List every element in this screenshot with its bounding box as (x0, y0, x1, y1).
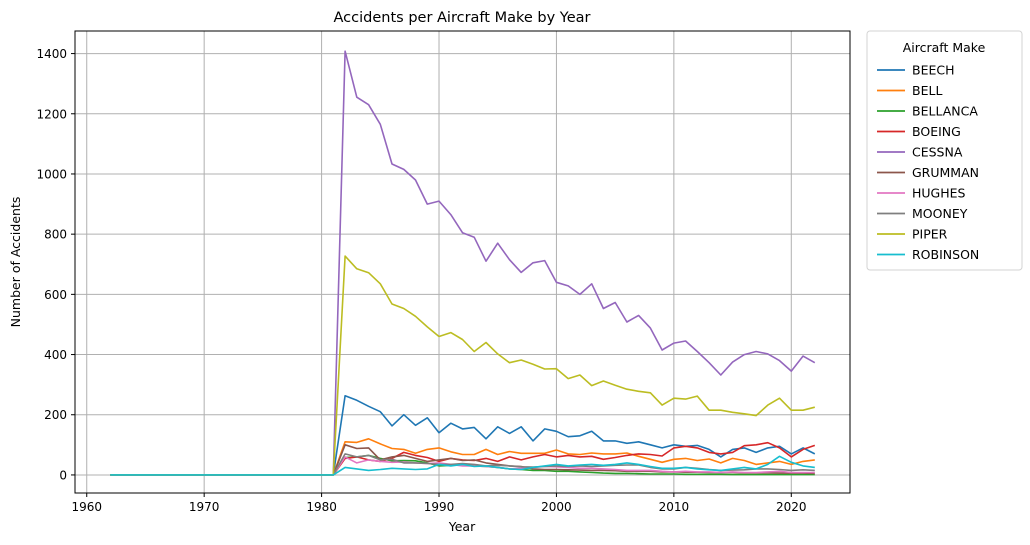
legend-label-bellanca: BELLANCA (912, 104, 978, 119)
y-tick-label: 0 (59, 468, 67, 482)
x-tick-label: 2010 (659, 500, 690, 514)
series-line-cessna (110, 50, 816, 476)
legend: Aircraft Make BEECH BELL BELLANCA BOEING CES… (866, 30, 1023, 271)
series-line-boeing (110, 441, 816, 476)
x-tick-label: 1990 (424, 500, 455, 514)
y-tick-label: 800 (44, 228, 67, 242)
y-tick-label: 400 (44, 348, 67, 362)
y-tick-label: 1200 (36, 107, 67, 121)
chart-title: Accidents per Aircraft Make by Year (334, 10, 591, 26)
series-line-hughes (110, 456, 815, 476)
x-axis: 1960 1970 1980 1990 2000 2010 2020 (71, 493, 807, 514)
series-line-bellanca (110, 454, 815, 476)
plot-frame (74, 30, 851, 494)
legend-label-piper: PIPER (912, 227, 948, 242)
legend-label-boeing: BOEING (912, 124, 961, 139)
x-tick-label: 1960 (71, 500, 102, 514)
legend-label-hughes: HUGHES (912, 186, 966, 201)
series-layer (110, 50, 816, 476)
legend-label-grumman: GRUMMAN (912, 165, 979, 180)
legend-label-robinson: ROBINSON (912, 247, 979, 262)
series-line-beech (110, 394, 816, 476)
series-line-robinson (110, 455, 815, 476)
x-tick-label: 1970 (189, 500, 220, 514)
legend-label-beech: BEECH (912, 63, 955, 78)
legend-frame (866, 30, 1023, 271)
legend-label-mooney: MOONEY (912, 206, 968, 221)
legend-label-cessna: CESSNA (912, 145, 963, 160)
series-line-piper (110, 255, 815, 476)
x-tick-label: 2000 (541, 500, 572, 514)
x-axis-label: Year (448, 519, 476, 534)
x-tick-label: 2020 (776, 500, 807, 514)
x-tick-label: 1980 (306, 500, 337, 514)
legend-label-bell: BELL (912, 83, 942, 98)
legend-items: BEECH BELL BELLANCA BOEING CESSNA GRUMMAN HUGH… (877, 63, 979, 262)
y-tick-label: 200 (44, 408, 67, 422)
legend-title: Aircraft Make (903, 40, 986, 55)
y-axis-label: Number of Accidents (8, 197, 23, 328)
y-axis: 0 200 400 600 800 1000 1200 1400 (36, 47, 75, 482)
y-tick-label: 600 (44, 288, 67, 302)
series-line-bell (110, 437, 815, 476)
y-tick-label: 1400 (36, 47, 67, 61)
y-tick-label: 1000 (36, 167, 67, 181)
